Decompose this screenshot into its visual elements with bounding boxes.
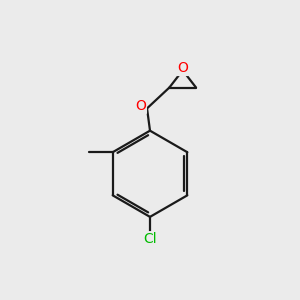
Text: O: O	[135, 99, 146, 113]
Text: O: O	[177, 61, 188, 75]
Text: Cl: Cl	[143, 232, 157, 246]
